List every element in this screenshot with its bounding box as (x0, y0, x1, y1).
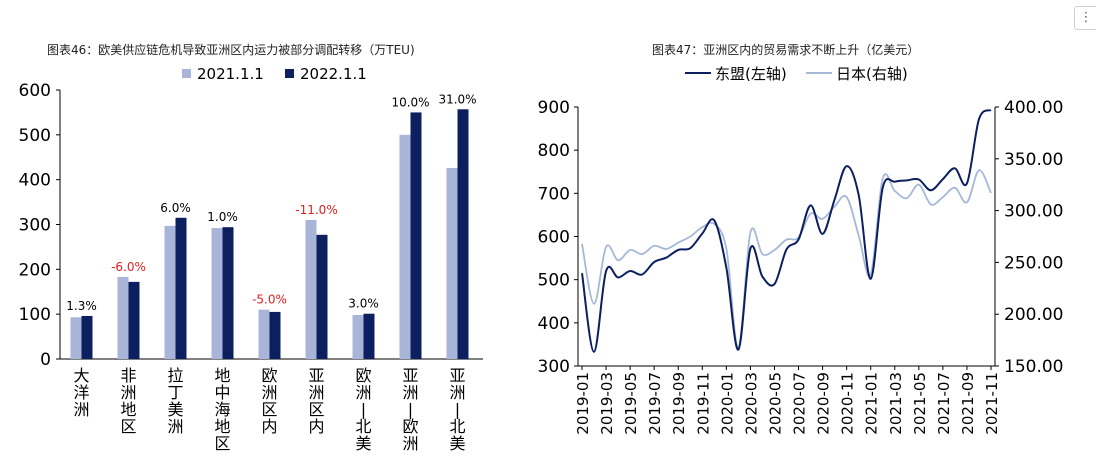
chart1-legend-label: 2022.1.1 (300, 65, 367, 83)
chart2-series-japan-line (581, 169, 992, 350)
chart2-right-tick-label: 200.00 (1004, 305, 1063, 325)
chart1-category-label: 亚洲|北美 (449, 366, 465, 453)
chart1-bar-2022 (175, 217, 187, 359)
chart2-x-tick-label: 2019-09 (670, 372, 688, 435)
chart2-right-tick-label: 250.00 (1004, 253, 1063, 273)
chart2-right-tick-label: 350.00 (1004, 150, 1063, 170)
chart1-bar-2022 (81, 315, 93, 359)
chart1-y-tick-label: 500 (19, 126, 51, 146)
chart1-bar-2021 (70, 317, 82, 359)
chart2-left-tick-label: 300 (538, 357, 570, 377)
chart1-bar-2022 (410, 112, 422, 360)
chart2-left-tick-label: 500 (538, 271, 570, 291)
chart1-bar-2022 (222, 227, 234, 359)
chart2-x-tick-label: 2019-07 (646, 372, 664, 435)
chart2-x-tick-label: 2019-01 (574, 372, 592, 435)
chart2-left-tick-label: 400 (538, 314, 570, 334)
chart2-x-tick-label: 2020-09 (815, 372, 833, 435)
chart2-x-tick-label: 2021-07 (935, 372, 953, 435)
chart1-bar-2021 (258, 309, 270, 359)
chart2-x-tick-label: 2021-11 (983, 372, 1001, 435)
chart1-bar-2022 (457, 109, 469, 359)
chart1-y-tick-label: 200 (19, 260, 51, 280)
chart1-bar-2022 (128, 281, 140, 359)
chart1-bar-2022 (269, 311, 281, 359)
chart1-bar-2021 (446, 168, 458, 359)
chart1-y-tick-label: 300 (19, 216, 51, 236)
chart1-bar-2021 (211, 228, 223, 359)
chart1-data-label: -11.0% (295, 203, 337, 217)
chart1-data-label: 1.3% (66, 299, 97, 313)
chart2-right-tick-label: 150.00 (1004, 357, 1063, 377)
chart1-y-tick-label: 100 (19, 305, 51, 325)
chart1-bar-2022 (316, 234, 328, 359)
chart2-x-tick-label: 2020-07 (791, 372, 809, 435)
chart1-category-label: 亚洲区内 (308, 366, 324, 436)
chart1-bar-2021 (305, 220, 317, 359)
chart2-x-tick-label: 2021-05 (911, 372, 929, 435)
chart2-x-tick-label: 2019-05 (622, 372, 640, 435)
chart1-category-label: 欧洲区内 (261, 366, 277, 436)
chart2-x-tick-label: 2020-03 (742, 372, 760, 435)
chart2-legend-label: 东盟(左轴) (715, 65, 787, 83)
chart1-data-label: -5.0% (252, 293, 287, 307)
chart2-x-tick-label: 2020-01 (718, 372, 736, 435)
chart1-y-tick-label: 400 (19, 171, 51, 191)
chart2-left-tick-label: 600 (538, 228, 570, 248)
chart2-x-tick-label: 2019-11 (694, 372, 712, 435)
chart1-category-label: 拉丁美洲 (167, 366, 183, 436)
chart2-x-tick-label: 2021-09 (959, 372, 977, 435)
chart1-data-label: 1.0% (207, 210, 238, 224)
chart2-left-tick-label: 800 (538, 141, 570, 161)
chart1-category-label: 亚洲|欧洲 (402, 366, 418, 453)
chart1-legend-label: 2021.1.1 (197, 65, 264, 83)
chart2-x-tick-label: 2021-01 (863, 372, 881, 435)
chart2-right-tick-label: 300.00 (1004, 202, 1063, 222)
chart1-legend-swatch (285, 69, 294, 78)
chart1-data-label: 31.0% (438, 92, 476, 106)
chart2-x-tick-label: 2019-03 (598, 372, 616, 435)
chart1-bar-2021 (117, 276, 129, 359)
chart1-category-label: 欧洲|北美 (355, 366, 371, 453)
chart1-category-label: 地中海地区 (214, 366, 230, 453)
chart1-category-label: 大洋洲 (73, 366, 89, 419)
chart1-data-label: 6.0% (160, 201, 191, 215)
chart2-title: 图表47：亚洲区内的贸易需求不断上升（亿美元） (652, 42, 919, 57)
chart1-bar-2021 (399, 134, 411, 359)
chart1-bar-2021 (352, 315, 364, 359)
chart1-legend-swatch (182, 69, 191, 78)
chart1-title: 图表46：欧美供应链危机导致亚洲区内运力被部分调配转移（万TEU) (47, 42, 415, 57)
chart1-data-label: -6.0% (111, 260, 146, 274)
chart2-left-tick-label: 900 (538, 98, 570, 118)
chart2-x-tick-label: 2020-11 (839, 372, 857, 435)
chart2-right-tick-label: 400.00 (1004, 98, 1063, 118)
expand-icon[interactable]: ⋮ (1074, 6, 1096, 30)
chart2-x-tick-label: 2021-03 (887, 372, 905, 435)
chart2-series-asean-line (581, 109, 992, 353)
chart1-bar-2022 (363, 313, 375, 359)
chart1-data-label: 10.0% (391, 95, 429, 109)
chart1-data-label: 3.0% (348, 297, 379, 311)
chart1-y-tick-label: 0 (40, 350, 51, 370)
chart2-left-tick-label: 700 (538, 184, 570, 204)
chart1-bar-2021 (164, 225, 176, 359)
chart1-category-label: 非洲地区 (120, 366, 136, 436)
chart1-y-tick-label: 600 (19, 81, 51, 101)
chart2-x-tick-label: 2020-05 (766, 372, 784, 435)
chart2-legend-label: 日本(右轴) (836, 65, 908, 83)
